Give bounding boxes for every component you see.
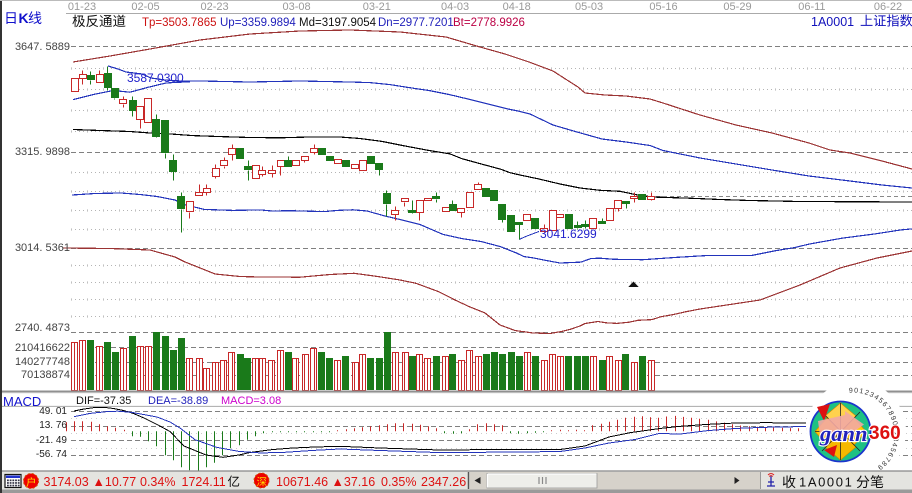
svg-text:3: 3 [868,391,875,399]
svg-text:gann: gann [819,421,868,446]
svg-text:0: 0 [854,387,858,394]
svg-text:K: K [19,10,29,26]
svg-text:1: 1 [859,388,864,396]
svg-text:6: 6 [880,401,888,409]
svg-text:1A0001: 1A0001 [799,475,853,490]
svg-text:5: 5 [877,397,885,405]
svg-text:0: 0 [890,421,898,427]
svg-text:gann: gann [819,421,868,446]
svg-text:8: 8 [886,410,894,417]
svg-text:360: 360 [869,423,901,444]
svg-text:7: 7 [883,455,891,462]
svg-text:9: 9 [876,463,884,471]
svg-text:2: 2 [892,432,899,436]
svg-text:7: 7 [884,405,892,412]
svg-text:9: 9 [849,387,853,394]
svg-text:1: 1 [891,426,898,431]
svg-text:4: 4 [890,442,898,448]
svg-text:3: 3 [891,437,898,442]
svg-text:8: 8 [880,459,888,467]
svg-text:360: 360 [869,423,901,444]
svg-text:2: 2 [864,389,870,397]
svg-text:9: 9 [889,415,897,421]
svg-text:5: 5 [888,446,896,452]
svg-text:4: 4 [873,394,880,402]
svg-text:6: 6 [886,451,894,458]
